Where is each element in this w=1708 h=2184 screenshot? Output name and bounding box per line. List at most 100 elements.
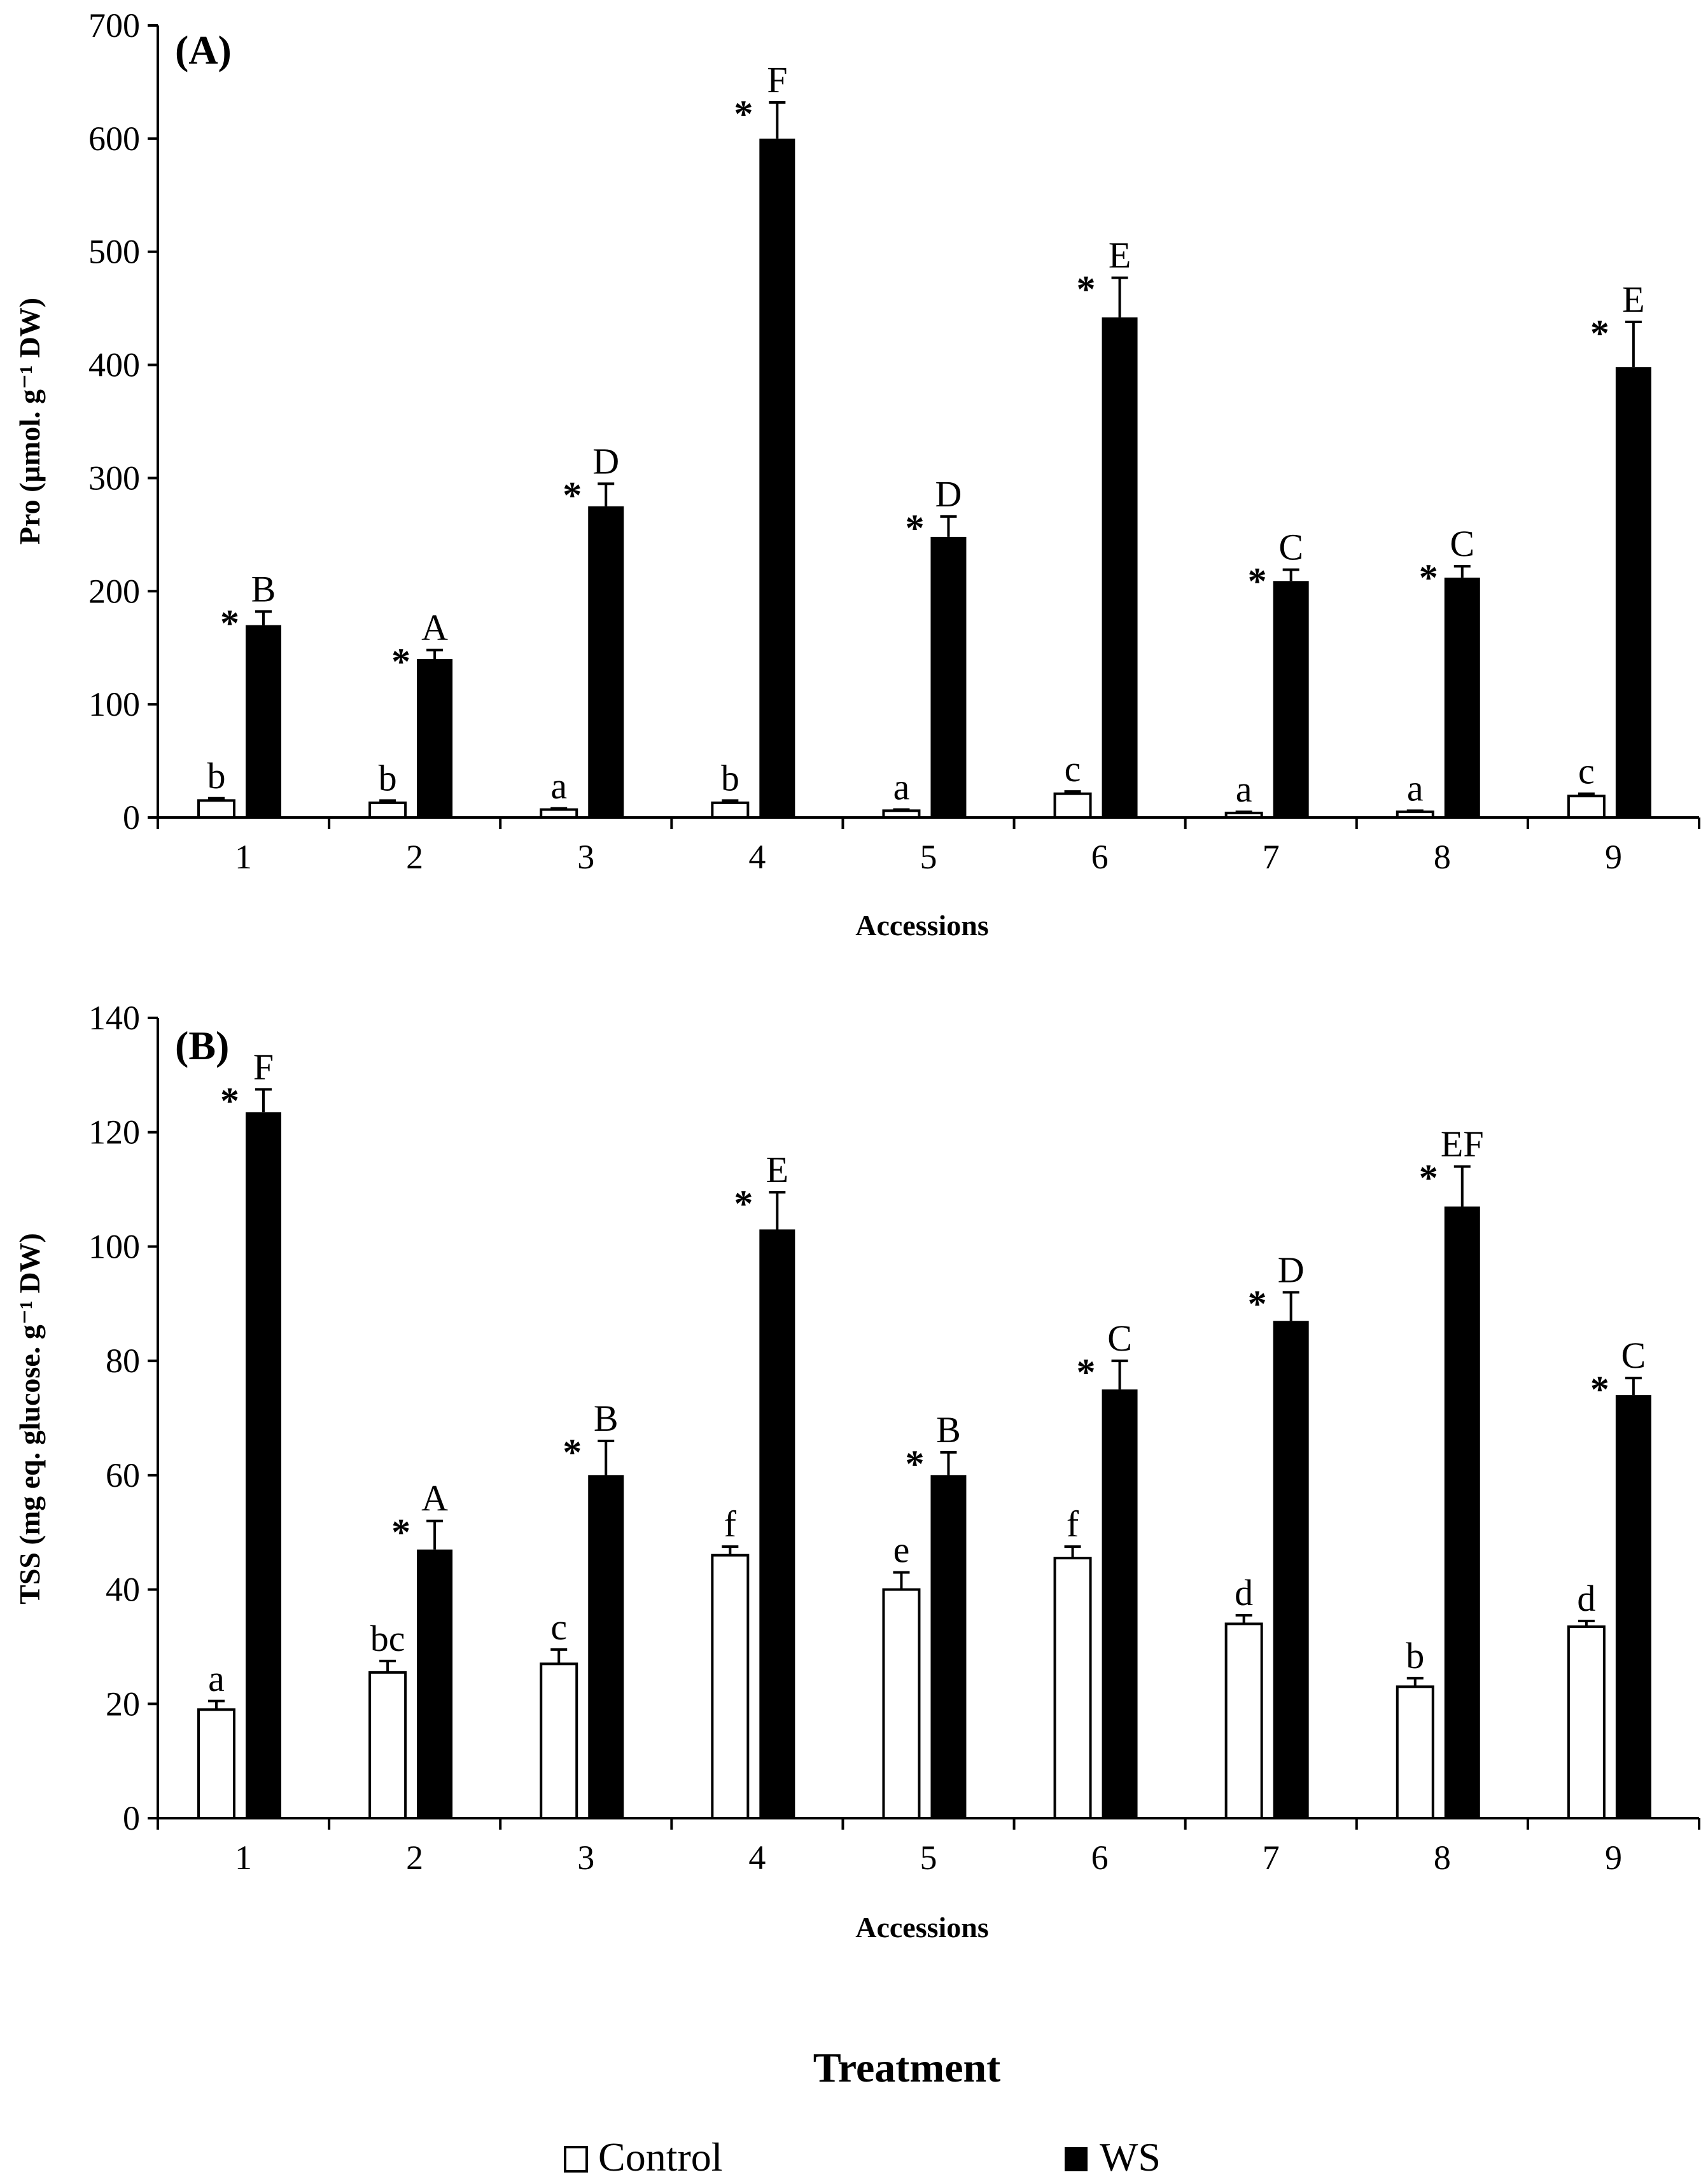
x-tick-label: 7 [1263,1839,1280,1877]
bar-ws [1273,1321,1309,1818]
bar-ws [1102,1389,1138,1818]
significance-asterisk: * [220,602,239,644]
x-tick-label: 6 [1091,1839,1109,1877]
bar-ws [246,1112,281,1818]
y-tick-label: 140 [88,999,140,1037]
bar-ws [930,536,967,817]
x-tick-label: 1 [235,1839,252,1877]
y-tick-label: 500 [88,233,140,271]
letter-control: d [1577,1578,1595,1619]
bar-ws [930,1475,967,1818]
letter-ws: E [766,1149,788,1190]
bar-ws [1615,367,1651,817]
bar-ws [1444,577,1480,817]
bar-ws [588,1475,624,1818]
letter-ws: B [594,1398,619,1439]
y-tick-label: 100 [88,685,140,723]
letter-ws: B [251,568,276,609]
bar-ws [1273,581,1309,817]
significance-asterisk: * [1248,1283,1267,1325]
x-tick-label: 5 [920,838,937,876]
bar-control [197,1708,235,1820]
bar-control [1053,792,1092,819]
letter-ws: C [1450,523,1474,564]
bar-ws [1102,317,1138,817]
y-tick-label: 20 [106,1685,140,1723]
significance-asterisk: * [563,1431,582,1473]
letter-control: a [1407,767,1424,809]
letter-ws: F [253,1046,274,1087]
letter-control: e [893,1529,910,1571]
significance-asterisk: * [220,1080,239,1122]
x-tick-label: 2 [406,838,423,876]
bar-control [711,1554,750,1820]
panel-b-chart: 0 20 40 60 80 100 120 140 1 a F * 2 bc A * 3 c B * 4 f E * 5 e B * 6… [13,999,1700,1944]
y-tick-label: 0 [123,798,140,837]
significance-asterisk: * [905,1443,924,1485]
y-tick-label: 100 [88,1227,140,1265]
bar-control [540,808,578,819]
letter-control: f [724,1503,737,1545]
x-tick-label: 3 [577,838,594,876]
letter-ws: E [1622,279,1644,320]
x-tick-label: 2 [406,1839,423,1877]
letter-control: a [208,1658,225,1699]
y-tick-label: 80 [106,1342,140,1380]
legend-swatch-ws [1065,2147,1088,2171]
letter-control: c [1578,751,1595,792]
significance-asterisk: * [1248,560,1267,602]
letter-control: b [379,757,397,798]
bar-control [1224,1622,1263,1819]
bar-ws [1444,1206,1480,1818]
significance-asterisk: * [391,1512,410,1554]
bar-ws [1615,1395,1651,1818]
bar-control [1567,1625,1606,1819]
bar-ws [759,1229,795,1818]
bar-control [1396,810,1434,819]
legend-label-control: Control [598,2134,723,2180]
y-axis-title: TSS (mg eq. glucose. g⁻¹ DW) [13,1233,46,1604]
significance-asterisk: * [1590,312,1609,354]
letter-control: b [1406,1635,1424,1676]
significance-asterisk: * [1077,268,1096,310]
bar-control [368,801,407,819]
significance-asterisk: * [1590,1368,1609,1410]
letter-control: d [1235,1572,1253,1613]
x-tick-label: 8 [1434,1839,1451,1877]
bar-ws [246,625,281,817]
letter-ws: B [936,1409,961,1450]
bar-control [197,799,235,819]
y-tick-label: 0 [123,1799,140,1837]
significance-asterisk: * [1419,557,1438,599]
letter-ws: C [1107,1318,1132,1359]
y-tick-label: 120 [88,1113,140,1151]
significance-asterisk: * [1419,1157,1438,1199]
letter-ws: D [592,440,619,482]
x-tick-label: 5 [920,1839,937,1877]
y-tick-label: 200 [88,572,140,610]
bar-control [1053,1557,1092,1819]
y-tick-label: 600 [88,120,140,158]
legend-title: Treatment [813,2045,1000,2091]
letter-control: c [550,1606,567,1648]
significance-asterisk: * [1077,1351,1096,1393]
bar-control [882,1588,921,1820]
panel-label: (B) [175,1023,229,1068]
bar-control [1396,1685,1434,1820]
x-axis-title: Accessions [855,909,989,942]
letter-ws: D [1278,1249,1305,1290]
significance-asterisk: * [563,474,582,516]
x-tick-label: 1 [235,838,252,876]
significance-asterisk: * [734,93,753,135]
letter-ws: E [1109,235,1131,276]
letter-control: a [893,767,910,808]
letter-control: c [1065,748,1081,789]
significance-asterisk: * [391,641,410,683]
y-tick-label: 40 [106,1571,140,1609]
y-tick-label: 300 [88,459,140,497]
letter-control: a [1236,769,1252,810]
significance-asterisk: * [734,1183,753,1225]
bar-ws [759,138,795,817]
letter-control: f [1067,1503,1079,1545]
